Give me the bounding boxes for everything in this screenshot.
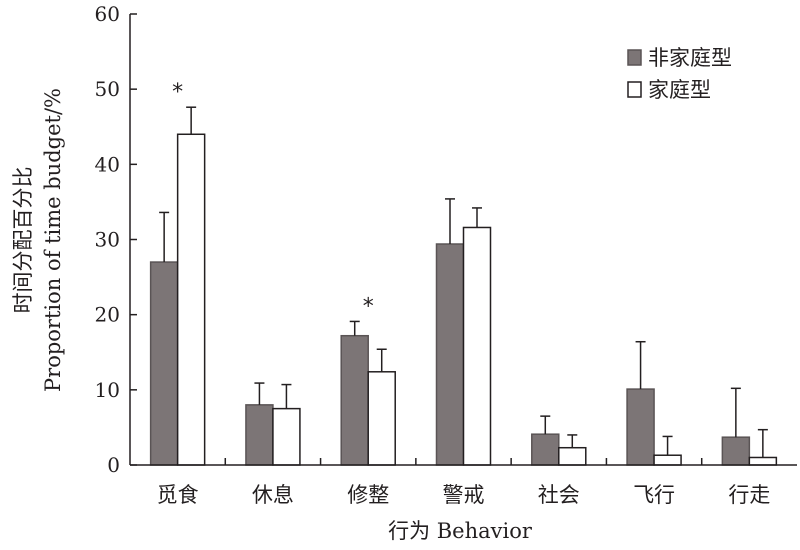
y-axis-title-english: Proportion of time budget/% [41,88,65,392]
bar-series2-3 [367,371,396,466]
bar-series2-7 [748,456,778,466]
y-axis-title-chinese: 时间分配百分比 [11,167,35,314]
significance-mark-2: * [363,294,374,319]
x-tick-label-5: 社会 [538,483,580,507]
y-tick-label-2: 20 [95,303,120,327]
x-axis-title: 行为 Behavior [388,519,533,543]
plot-area: ** [149,80,778,466]
bar-series1-3 [340,334,369,466]
bar-series1-1 [149,261,179,466]
y-tick-label-4: 40 [95,152,120,176]
y-tick-label-1: 10 [95,378,120,402]
legend-swatch-1 [627,49,642,66]
x-tick-label-4: 警戒 [443,483,485,507]
bar-series1-7 [721,436,751,466]
bar-series1-6 [626,388,655,466]
legend-label-1: 非家庭型 [648,46,732,70]
significance-mark-1: * [172,80,183,105]
bar-series2-1 [176,133,206,466]
bar-series2-4 [462,226,492,466]
bar-series2-5 [558,446,587,466]
x-tick-label-3: 修整 [347,483,389,507]
legend-swatch-2 [627,81,642,98]
axes: 觅食 休息 修整 警戒 社会 飞行 行走 0 10 20 30 40 50 60 [95,2,797,507]
y-tick-label-3: 30 [95,228,120,252]
bar-series1-5 [531,433,560,466]
y-tick-label-0: 0 [107,453,120,477]
bar-series2-2 [272,407,301,466]
y-tick-label-6: 60 [95,2,120,26]
bar-series1-4 [435,243,465,466]
x-tick-label-7: 行走 [728,483,770,507]
bar-series2-6 [653,454,682,466]
y-tick-label-5: 50 [95,77,120,101]
x-tick-label-1: 觅食 [157,483,199,507]
x-tick-label-2: 休息 [252,483,294,507]
legend-label-2: 家庭型 [648,78,711,102]
x-tick-label-6: 飞行 [633,483,675,507]
bar-series1-2 [245,404,274,466]
